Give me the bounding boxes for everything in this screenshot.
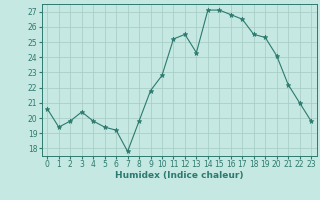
X-axis label: Humidex (Indice chaleur): Humidex (Indice chaleur) bbox=[115, 171, 244, 180]
